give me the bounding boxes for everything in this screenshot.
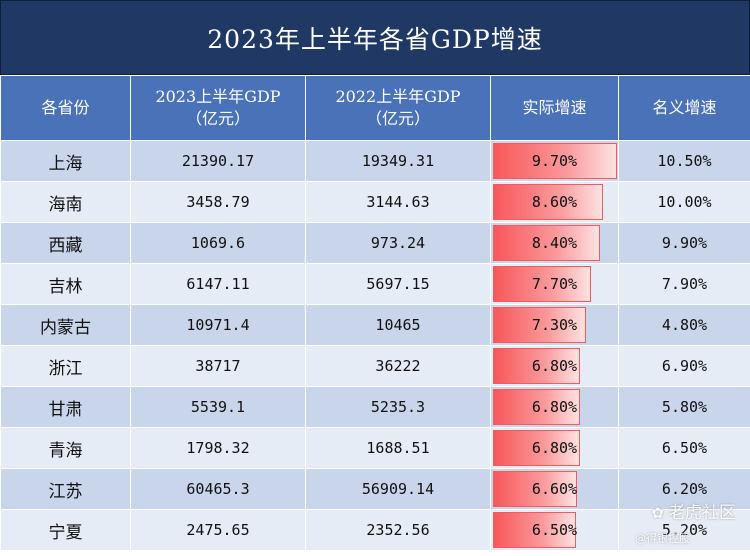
real-growth-bar <box>493 143 617 179</box>
province-cell: 上海 <box>0 140 131 182</box>
nominal-growth-cell: 10.00% <box>618 181 750 223</box>
gdp-2022-cell: 56909.14 <box>305 468 491 510</box>
table-row: 内蒙古 10971.4 10465 7.30% 4.80% <box>0 304 750 346</box>
gdp-2023-cell: 10971.4 <box>130 304 306 346</box>
watermark-sub: @得银控股 <box>635 532 690 545</box>
real-growth-value: 8.40% <box>531 234 578 252</box>
table-row: 浙江 38717 36222 6.80% 6.90% <box>0 345 750 387</box>
nominal-growth-cell: 6.20% <box>618 468 750 510</box>
gdp-2022-cell: 10465 <box>305 304 491 346</box>
real-growth-cell: 9.70% <box>490 140 619 182</box>
table-row: 江苏 60465.3 56909.14 6.60% 6.20% <box>0 468 750 510</box>
gdp-2022-cell: 19349.31 <box>305 140 491 182</box>
real-growth-value: 9.70% <box>531 152 578 170</box>
nominal-growth-cell: 4.80% <box>618 304 750 346</box>
real-growth-cell: 6.60% <box>490 468 619 510</box>
nominal-growth-cell: 7.90% <box>618 263 750 305</box>
table-row: 甘肃 5539.1 5235.3 6.80% 5.80% <box>0 386 750 428</box>
real-growth-cell: 7.70% <box>490 263 619 305</box>
real-growth-bar <box>493 389 580 425</box>
gdp-2023-cell: 1798.32 <box>130 427 306 469</box>
real-growth-value: 6.60% <box>531 480 578 498</box>
table-row: 上海 21390.17 19349.31 9.70% 10.50% <box>0 140 750 182</box>
watermark: ✿ 老虎社区 <box>651 498 736 523</box>
province-cell: 青海 <box>0 427 131 469</box>
nominal-growth-cell: 10.50% <box>618 140 750 182</box>
gdp-2022-cell: 973.24 <box>305 222 491 264</box>
header-gdp-2022: 2022上半年GDP （亿元） <box>305 75 491 141</box>
gdp-2023-cell: 6147.11 <box>130 263 306 305</box>
province-cell: 内蒙古 <box>0 304 131 346</box>
nominal-growth-cell: 6.50% <box>618 427 750 469</box>
real-growth-bar <box>493 184 603 220</box>
gdp-2023-cell: 38717 <box>130 345 306 387</box>
nominal-growth-cell: 9.90% <box>618 222 750 264</box>
header-gdp-2023: 2023上半年GDP （亿元） <box>130 75 306 141</box>
gdp-2023-cell: 3458.79 <box>130 181 306 223</box>
real-growth-value: 7.30% <box>531 316 578 334</box>
gdp-2022-cell: 3144.63 <box>305 181 491 223</box>
real-growth-value: 6.80% <box>531 357 578 375</box>
watermark-text: 老虎社区 <box>668 503 736 523</box>
real-growth-bar <box>493 512 576 548</box>
gdp-growth-table: 各省份 2023上半年GDP （亿元） 2022上半年GDP （亿元） 实际增速… <box>0 75 750 551</box>
gdp-2023-cell: 1069.6 <box>130 222 306 264</box>
province-cell: 甘肃 <box>0 386 131 428</box>
header-gdp-2022-line1: 2022上半年GDP <box>335 87 461 106</box>
real-growth-value: 6.80% <box>531 439 578 457</box>
real-growth-cell: 6.80% <box>490 386 619 428</box>
gdp-2023-cell: 21390.17 <box>130 140 306 182</box>
table-row: 青海 1798.32 1688.51 6.80% 6.50% <box>0 427 750 469</box>
gdp-2023-cell: 5539.1 <box>130 386 306 428</box>
real-growth-bar <box>493 225 600 261</box>
real-growth-bar <box>493 348 580 384</box>
table-row: 西藏 1069.6 973.24 8.40% 9.90% <box>0 222 750 264</box>
real-growth-cell: 7.30% <box>490 304 619 346</box>
province-cell: 江苏 <box>0 468 131 510</box>
province-cell: 宁夏 <box>0 509 131 551</box>
header-real-growth: 实际增速 <box>490 75 619 141</box>
paw-icon: ✿ <box>651 504 664 522</box>
real-growth-cell: 8.40% <box>490 222 619 264</box>
gdp-2022-cell: 2352.56 <box>305 509 491 551</box>
header-gdp-2023-line1: 2023上半年GDP <box>155 87 281 106</box>
province-cell: 吉林 <box>0 263 131 305</box>
real-growth-bar <box>493 430 580 466</box>
real-growth-cell: 8.60% <box>490 181 619 223</box>
table-row: 海南 3458.79 3144.63 8.60% 10.00% <box>0 181 750 223</box>
gdp-2022-cell: 1688.51 <box>305 427 491 469</box>
gdp-2023-cell: 60465.3 <box>130 468 306 510</box>
province-cell: 西藏 <box>0 222 131 264</box>
real-growth-cell: 6.80% <box>490 427 619 469</box>
real-growth-cell: 6.80% <box>490 345 619 387</box>
real-growth-cell: 6.50% <box>490 509 619 551</box>
table-title: 2023年上半年各省GDP增速 <box>0 0 750 75</box>
gdp-2023-cell: 2475.65 <box>130 509 306 551</box>
real-growth-value: 6.50% <box>531 521 578 539</box>
nominal-growth-cell: 6.90% <box>618 345 750 387</box>
header-row: 各省份 2023上半年GDP （亿元） 2022上半年GDP （亿元） 实际增速… <box>0 75 750 141</box>
real-growth-value: 7.70% <box>531 275 578 293</box>
gdp-2022-cell: 36222 <box>305 345 491 387</box>
nominal-growth-cell: 5.80% <box>618 386 750 428</box>
real-growth-value: 6.80% <box>531 398 578 416</box>
table-body: 上海 21390.17 19349.31 9.70% 10.50% 海南 3458.79 31… <box>0 140 750 551</box>
gdp-2022-cell: 5697.15 <box>305 263 491 305</box>
real-growth-bar <box>493 471 577 507</box>
real-growth-bar <box>493 266 591 302</box>
real-growth-bar <box>493 307 586 343</box>
province-cell: 海南 <box>0 181 131 223</box>
header-gdp-2022-line2: （亿元） <box>365 109 430 128</box>
province-cell: 浙江 <box>0 345 131 387</box>
real-growth-value: 8.60% <box>531 193 578 211</box>
header-nominal-growth: 名义增速 <box>618 75 750 141</box>
table-row: 宁夏 2475.65 2352.56 6.50% 5.20% <box>0 509 750 551</box>
nominal-growth-cell: 5.20% <box>618 509 750 551</box>
gdp-2022-cell: 5235.3 <box>305 386 491 428</box>
table-row: 吉林 6147.11 5697.15 7.70% 7.90% <box>0 263 750 305</box>
header-gdp-2023-line2: （亿元） <box>185 109 250 128</box>
header-province: 各省份 <box>0 75 131 141</box>
